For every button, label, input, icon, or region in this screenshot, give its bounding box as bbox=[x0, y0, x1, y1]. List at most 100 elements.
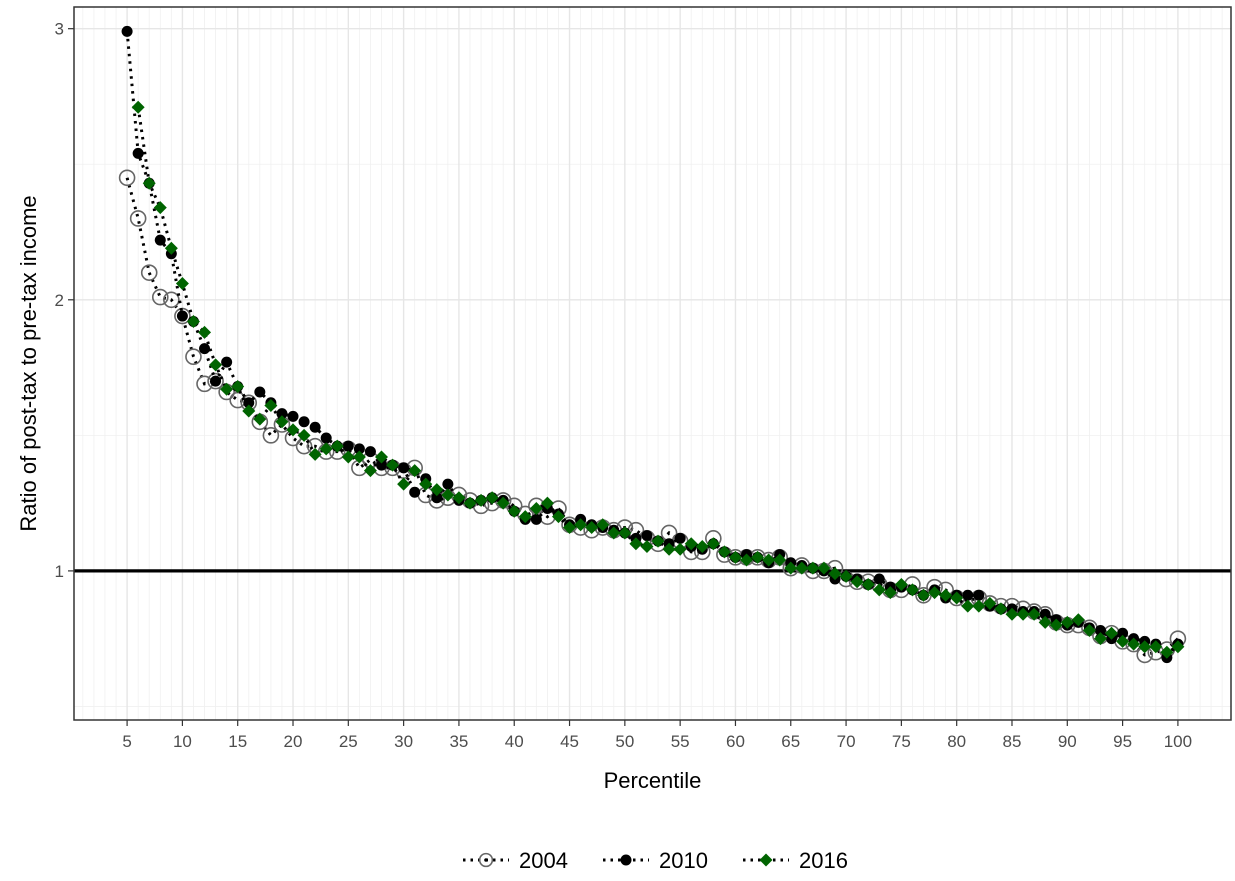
data-point-2010-10 bbox=[176, 310, 188, 322]
x-tick-label: 20 bbox=[284, 732, 303, 751]
data-point-2016-86 bbox=[1016, 607, 1030, 621]
data-point-2016-76 bbox=[905, 583, 919, 597]
data-point-2016-59 bbox=[717, 545, 731, 559]
data-point-2004-6 bbox=[129, 210, 147, 227]
data-point-2016-97 bbox=[1138, 640, 1152, 654]
data-point-2016-69 bbox=[828, 567, 842, 581]
data-point-2016-55 bbox=[673, 542, 687, 556]
data-point-2016-13 bbox=[209, 358, 223, 372]
legend-marker-center bbox=[484, 858, 488, 862]
data-point-2004-18 bbox=[262, 427, 280, 444]
grid-lines bbox=[74, 7, 1231, 720]
data-point-2016-80 bbox=[950, 591, 964, 605]
data-point-2016-16 bbox=[242, 404, 256, 418]
data-point-2010-21 bbox=[298, 416, 310, 428]
data-point-2016-28 bbox=[375, 450, 389, 464]
data-point-2010-88 bbox=[1039, 608, 1051, 620]
data-point-2016-9 bbox=[164, 241, 178, 255]
data-point-2016-78 bbox=[928, 586, 942, 600]
data-point-2016-27 bbox=[363, 464, 377, 478]
x-tick-label: 40 bbox=[505, 732, 524, 751]
data-point-2016-41 bbox=[518, 510, 532, 524]
legend-marker-2016 bbox=[759, 853, 773, 867]
data-point-2016-11 bbox=[186, 314, 200, 328]
data-point-2016-15 bbox=[231, 380, 245, 394]
data-point-2016-58 bbox=[706, 537, 720, 551]
legend-marker-2004 bbox=[478, 852, 494, 868]
data-point-2016-83 bbox=[983, 596, 997, 610]
data-point-2010-93 bbox=[1094, 625, 1106, 637]
x-tick-label: 55 bbox=[671, 732, 690, 751]
legend-item-2004: 2004 bbox=[463, 848, 568, 873]
data-point-2016-34 bbox=[441, 488, 455, 502]
data-point-2016-91 bbox=[1071, 613, 1085, 627]
data-point-2016-10 bbox=[175, 277, 189, 291]
panel-border bbox=[73, 6, 1232, 721]
data-point-2010-8 bbox=[154, 234, 166, 246]
y-axis-ticks: 1 2 3 bbox=[55, 20, 74, 581]
data-point-2016-44 bbox=[551, 510, 565, 524]
data-point-2010-33 bbox=[431, 492, 443, 504]
data-point-2016-56 bbox=[684, 537, 698, 551]
data-point-2010-42 bbox=[530, 513, 542, 525]
data-point-2016-6 bbox=[131, 100, 145, 114]
data-point-2016-22 bbox=[308, 447, 322, 461]
y-tick-label: 3 bbox=[55, 20, 64, 39]
x-tick-label: 50 bbox=[615, 732, 634, 751]
x-tick-label: 10 bbox=[173, 732, 192, 751]
data-point-2016-64 bbox=[773, 553, 787, 567]
data-point-2016-24 bbox=[330, 439, 344, 453]
x-tick-label: 75 bbox=[892, 732, 911, 751]
data-point-2016-33 bbox=[430, 483, 444, 497]
data-point-2016-12 bbox=[198, 325, 212, 339]
legend-item-2016: 2016 bbox=[743, 848, 848, 873]
data-point-2016-70 bbox=[839, 569, 853, 583]
data-point-2010-95 bbox=[1117, 627, 1129, 639]
data-point-2010-23 bbox=[320, 432, 332, 444]
data-point-2016-68 bbox=[817, 561, 831, 575]
data-point-2016-17 bbox=[253, 412, 267, 426]
data-point-2010-14 bbox=[221, 356, 233, 368]
data-point-2010-31 bbox=[409, 486, 421, 498]
x-axis-title: Percentile bbox=[604, 768, 702, 793]
data-point-2016-92 bbox=[1082, 624, 1096, 638]
data-point-2016-7 bbox=[142, 176, 156, 190]
x-tick-label: 65 bbox=[781, 732, 800, 751]
data-point-2016-50 bbox=[618, 526, 632, 540]
x-tick-label: 80 bbox=[947, 732, 966, 751]
data-point-2016-72 bbox=[861, 577, 875, 591]
x-tick-label: 60 bbox=[726, 732, 745, 751]
y-tick-label: 1 bbox=[55, 562, 64, 581]
data-point-2010-20 bbox=[287, 410, 299, 422]
data-point-2016-52 bbox=[640, 539, 654, 553]
data-point-2016-26 bbox=[352, 450, 366, 464]
data-point-2016-62 bbox=[751, 550, 765, 564]
data-point-2010-52 bbox=[641, 530, 653, 542]
x-tick-label: 30 bbox=[394, 732, 413, 751]
data-point-2016-36 bbox=[463, 496, 477, 510]
legend-item-2010: 2010 bbox=[603, 848, 708, 873]
data-point-2004-8 bbox=[151, 288, 169, 306]
x-tick-label: 85 bbox=[1003, 732, 1022, 751]
data-point-2016-39 bbox=[496, 496, 510, 510]
legend-marker-2010 bbox=[620, 854, 632, 866]
data-point-2016-73 bbox=[872, 583, 886, 597]
data-point-2016-45 bbox=[563, 521, 577, 535]
data-point-2016-48 bbox=[596, 518, 610, 532]
data-point-2016-54 bbox=[662, 542, 676, 556]
data-point-2016-46 bbox=[574, 518, 588, 532]
data-point-2010-26 bbox=[353, 443, 365, 455]
data-point-2016-32 bbox=[419, 477, 433, 491]
legend-label-2016: 2016 bbox=[799, 848, 848, 873]
data-point-2016-67 bbox=[806, 561, 820, 575]
data-point-2016-31 bbox=[408, 464, 422, 478]
x-tick-label: 5 bbox=[122, 732, 131, 751]
y-axis-title: Ratio of post-tax to pre-tax income bbox=[16, 195, 41, 531]
x-tick-label: 25 bbox=[339, 732, 358, 751]
data-point-2016-30 bbox=[397, 477, 411, 491]
legend-label-2004: 2004 bbox=[519, 848, 568, 873]
data-point-2010-6 bbox=[132, 147, 144, 159]
x-tick-label: 90 bbox=[1058, 732, 1077, 751]
data-point-2016-77 bbox=[916, 588, 930, 602]
